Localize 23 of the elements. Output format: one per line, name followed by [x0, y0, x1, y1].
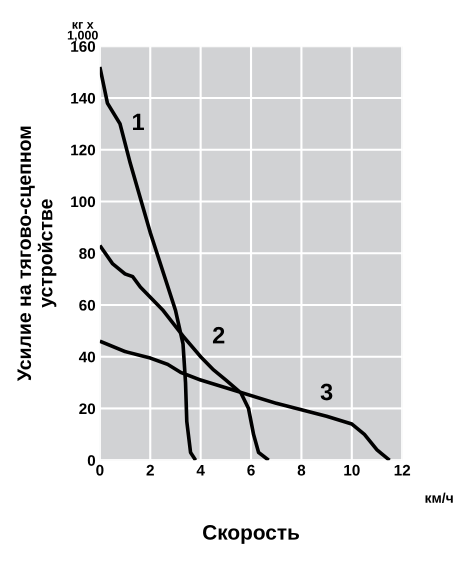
x-tick-label: 2 [146, 464, 154, 476]
y-tick-label: 100 [71, 196, 96, 208]
x-tick-label: 0 [96, 464, 104, 476]
x-axis-title: Скорость [203, 525, 300, 544]
series-label: 1 [132, 114, 144, 130]
y-tick-label: 60 [79, 300, 96, 311]
y-axis-title: Усилие на тягово-сцепном устройстве [18, 126, 56, 382]
series-label: 2 [212, 326, 224, 344]
y-tick-label: 40 [78, 352, 96, 362]
y-tick-label: 20 [79, 403, 96, 414]
y-tick-label: 140 [71, 92, 96, 104]
y-tick-label: 0 [88, 455, 96, 466]
series-label: 3 [320, 384, 332, 400]
x-tick-label: 8 [298, 464, 306, 476]
x-tick-label: 6 [247, 464, 255, 476]
x-tick-label: 10 [344, 464, 360, 476]
text: кг x 1,000 [68, 22, 98, 42]
x-tick-label: 12 [394, 464, 410, 476]
y-tick-label: 160 [71, 41, 96, 52]
x-tick-label: 4 [196, 464, 205, 476]
y-tick-label: 120 [71, 144, 96, 156]
y-tick-label: 80 [79, 248, 96, 259]
text: км/ч [426, 492, 453, 504]
